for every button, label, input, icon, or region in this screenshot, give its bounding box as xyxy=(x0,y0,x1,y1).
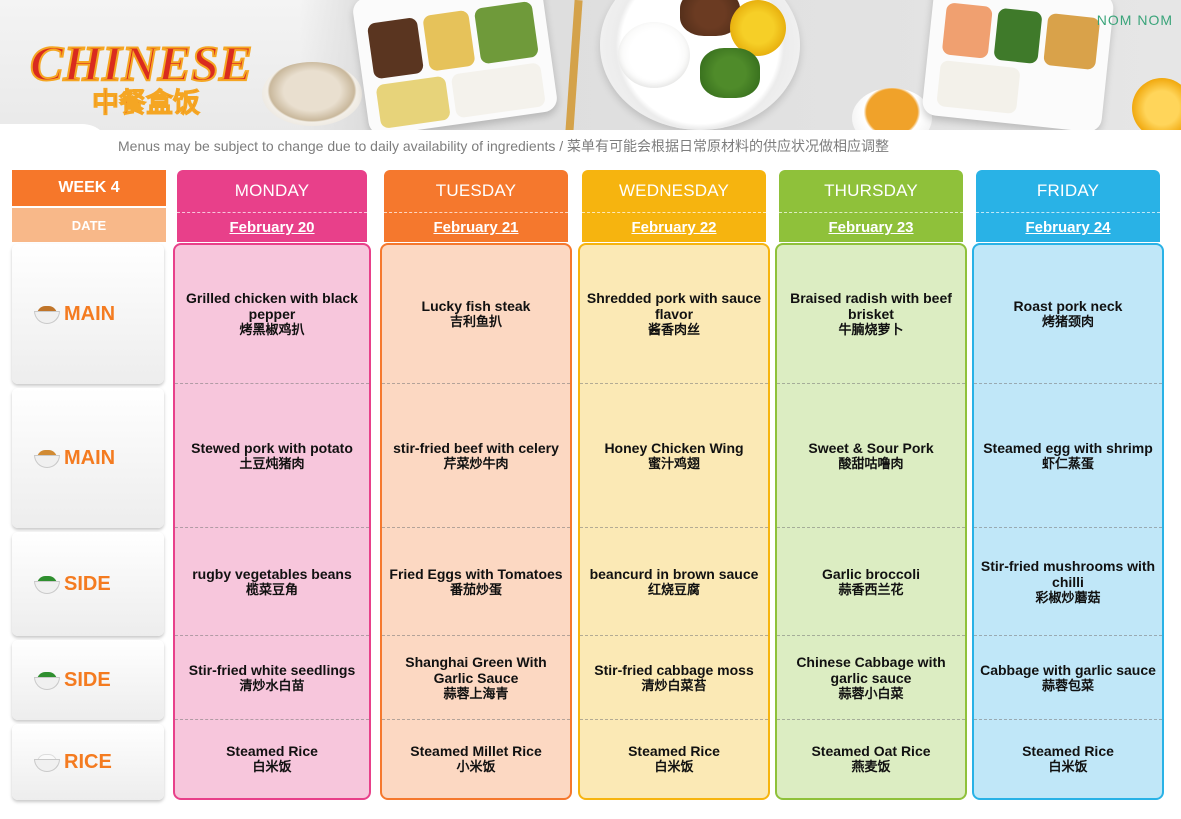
category-side-2: SIDE xyxy=(12,640,164,720)
bento-tray-image xyxy=(351,0,559,132)
svg-text:CHINESE: CHINESE xyxy=(30,35,252,91)
day-column-tuesday: Lucky fish steak 吉利鱼扒 stir-fried beef wit… xyxy=(380,243,572,800)
dish-cell: Sweet & Sour Pork 酸甜咕噜肉 xyxy=(777,384,965,528)
dish-cell: Honey Chicken Wing 蜜汁鸡翅 xyxy=(580,384,768,528)
chinese-logo: CHINESE 中餐盒饭 xyxy=(29,34,253,118)
dish-cell: Fried Eggs with Tomatoes 番茄炒蛋 xyxy=(382,528,570,636)
vegetable-dish-icon xyxy=(34,574,60,594)
dish-cell: Lucky fish steak 吉利鱼扒 xyxy=(382,245,570,384)
dish-cell: Steamed egg with shrimp 虾仁蒸蛋 xyxy=(974,384,1162,528)
day-name: THURSDAY xyxy=(824,181,918,200)
category-rice: RICE xyxy=(12,724,164,800)
dish-cell: rugby vegetables beans 榄菜豆角 xyxy=(175,528,369,636)
dish-cell: Stewed pork with potato 土豆炖猪肉 xyxy=(175,384,369,528)
meat-dish-icon xyxy=(34,304,60,324)
plate-image xyxy=(600,0,800,130)
category-main-1: MAIN xyxy=(12,244,164,384)
day-name: TUESDAY xyxy=(435,181,517,200)
date-label: DATE xyxy=(12,208,166,242)
day-header-monday: MONDAY February 20 xyxy=(177,170,367,242)
dish-cell: Garlic broccoli 蒜香西兰花 xyxy=(777,528,965,636)
day-column-wednesday: Shredded pork with sauce flavor 酱香肉丝 Hone… xyxy=(578,243,770,800)
dish-cell: Steamed Oat Rice 燕麦饭 xyxy=(811,743,931,774)
day-column-friday: Roast pork neck 烤猪颈肉 Steamed egg with shr… xyxy=(972,243,1164,800)
dish-cell: Steamed Rice 白米饭 xyxy=(226,743,318,774)
day-name: MONDAY xyxy=(234,181,310,200)
dish-cell: Steamed Rice 白米饭 xyxy=(628,743,720,774)
dish-cell: Grilled chicken with black pepper 烤黑椒鸡扒 xyxy=(175,245,369,384)
day-date: February 24 xyxy=(976,212,1160,242)
dish-cell: Steamed Millet Rice 小米饭 xyxy=(410,743,542,774)
brand-logo: NOM NOM xyxy=(1096,12,1173,28)
dish-cell: Stir-fried mushrooms with chilli 彩椒炒蘑菇 xyxy=(974,528,1162,636)
day-column-thursday: Braised radish with beef brisket 牛腩烧萝卜 Sw… xyxy=(775,243,967,800)
day-date: February 23 xyxy=(779,212,963,242)
vegetable-dish-icon xyxy=(34,670,60,690)
notice-strip xyxy=(0,130,1181,160)
header-banner: CHINESE 中餐盒饭 NOM NOM xyxy=(0,0,1181,132)
svg-text:中餐盒饭: 中餐盒饭 xyxy=(92,87,200,118)
day-column-monday: Grilled chicken with black pepper 烤黑椒鸡扒 S… xyxy=(173,243,371,800)
dish-cell: Shredded pork with sauce flavor 酱香肉丝 xyxy=(580,245,768,384)
dish-cell: Stir-fried white seedlings 清炒水白苗 xyxy=(175,636,369,720)
notice-tab xyxy=(0,124,112,158)
day-name: FRIDAY xyxy=(1036,181,1100,200)
rice-bowl-icon xyxy=(34,752,60,772)
day-name: WEDNESDAY xyxy=(618,181,730,200)
category-side-1: SIDE xyxy=(12,532,164,636)
dish-cell: Steamed Rice 白米饭 xyxy=(1022,743,1114,774)
menu-notice: Menus may be subject to change due to da… xyxy=(118,138,890,154)
day-header-wednesday: WEDNESDAY February 22 xyxy=(582,170,766,242)
dish-cell: stir-fried beef with celery 芹菜炒牛肉 xyxy=(382,384,570,528)
day-date: February 21 xyxy=(384,212,568,242)
soup-cup-image xyxy=(852,88,932,132)
dish-cell: Shanghai Green With Garlic Sauce 蒜蓉上海青 xyxy=(382,636,570,720)
meat-dish-icon xyxy=(34,448,60,468)
dish-cell: Stir-fried cabbage moss 清炒白菜苔 xyxy=(580,636,768,720)
dish-cell: beancurd in brown sauce 红烧豆腐 xyxy=(580,528,768,636)
day-header-tuesday: TUESDAY February 21 xyxy=(384,170,568,242)
dish-cell: Roast pork neck 烤猪颈肉 xyxy=(974,245,1162,384)
dish-cell: Braised radish with beef brisket 牛腩烧萝卜 xyxy=(777,245,965,384)
soup-bowl-image xyxy=(262,62,362,126)
dish-cell: Chinese Cabbage with garlic sauce 蒜蓉小白菜 xyxy=(777,636,965,720)
day-date: February 20 xyxy=(177,212,367,242)
week-label: WEEK 4 xyxy=(12,170,166,206)
day-header-thursday: THURSDAY February 23 xyxy=(779,170,963,242)
category-main-2: MAIN xyxy=(12,388,164,528)
day-date: February 22 xyxy=(582,212,766,242)
dish-cell: Cabbage with garlic sauce 蒜蓉包菜 xyxy=(974,636,1162,720)
lemon-image xyxy=(1132,78,1181,132)
day-header-friday: FRIDAY February 24 xyxy=(976,170,1160,242)
bento-tray-image-2 xyxy=(921,0,1115,132)
